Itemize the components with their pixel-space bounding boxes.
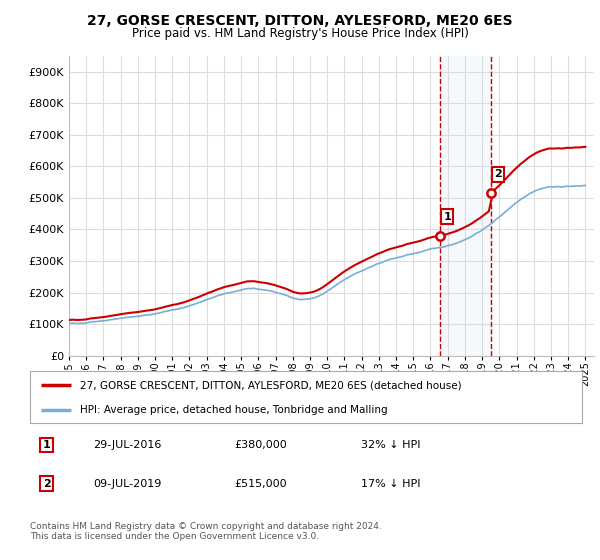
Text: 2: 2 <box>494 169 502 179</box>
Text: 27, GORSE CRESCENT, DITTON, AYLESFORD, ME20 6ES: 27, GORSE CRESCENT, DITTON, AYLESFORD, M… <box>87 14 513 28</box>
Bar <box>440 56 491 356</box>
Text: £515,000: £515,000 <box>234 479 287 488</box>
Text: 1: 1 <box>43 440 50 450</box>
Text: 29-JUL-2016: 29-JUL-2016 <box>94 440 162 450</box>
Text: 27, GORSE CRESCENT, DITTON, AYLESFORD, ME20 6ES (detached house): 27, GORSE CRESCENT, DITTON, AYLESFORD, M… <box>80 380 461 390</box>
Text: 32% ↓ HPI: 32% ↓ HPI <box>361 440 421 450</box>
Text: Contains HM Land Registry data © Crown copyright and database right 2024.
This d: Contains HM Land Registry data © Crown c… <box>30 522 382 542</box>
Text: 1: 1 <box>443 212 451 222</box>
Text: HPI: Average price, detached house, Tonbridge and Malling: HPI: Average price, detached house, Tonb… <box>80 405 388 415</box>
Text: £380,000: £380,000 <box>234 440 287 450</box>
Text: 2: 2 <box>43 479 50 488</box>
Text: 09-JUL-2019: 09-JUL-2019 <box>94 479 162 488</box>
Text: 17% ↓ HPI: 17% ↓ HPI <box>361 479 421 488</box>
Text: Price paid vs. HM Land Registry's House Price Index (HPI): Price paid vs. HM Land Registry's House … <box>131 27 469 40</box>
